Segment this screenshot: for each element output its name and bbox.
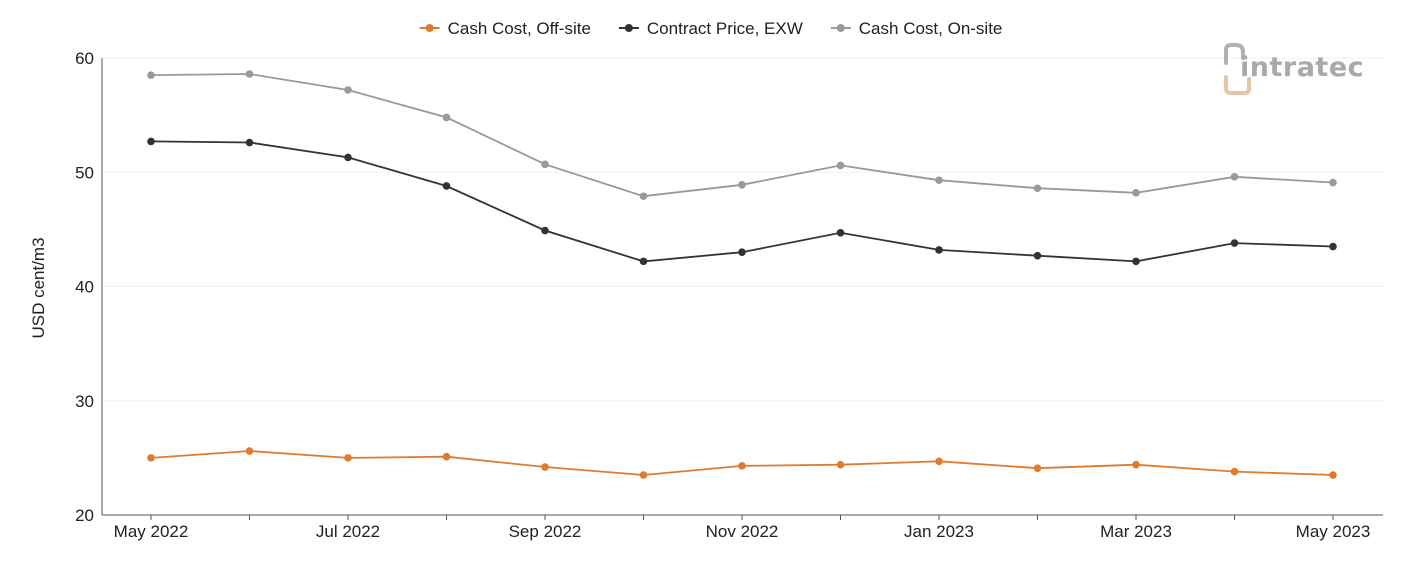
x-axis-ticks: May 2022 Jul 2022 Sep 2022 Nov 2022 Jan 2023… (114, 515, 1371, 541)
data-point[interactable] (442, 452, 451, 461)
data-point[interactable] (1132, 257, 1140, 266)
legend[interactable]: Cash Cost, Off-site Contract Price, EXW Ca… (419, 19, 1003, 38)
data-point[interactable] (344, 86, 352, 94)
y-tick-label: 40 (75, 278, 94, 297)
legend-item[interactable]: Contract Price, EXW (618, 19, 803, 38)
y-tick-label: 20 (75, 506, 94, 525)
y-tick-label: 50 (75, 163, 94, 182)
data-point[interactable] (738, 462, 746, 470)
data-point[interactable] (344, 153, 352, 162)
data-point[interactable] (442, 182, 451, 190)
legend-label: Contract Price, EXW (647, 19, 803, 38)
data-point[interactable] (1329, 242, 1337, 251)
series-line (150, 73, 1334, 198)
data-point[interactable] (836, 460, 845, 469)
data-point[interactable] (147, 71, 155, 79)
data-point[interactable] (935, 457, 943, 466)
x-tick-label: Jan 2023 (904, 522, 974, 541)
y-axis-ticks: 20 30 40 50 60 (75, 49, 94, 525)
data-point[interactable] (738, 248, 746, 257)
data-point[interactable] (344, 454, 352, 462)
data-point[interactable] (935, 246, 943, 254)
series-contract-price-exw (147, 137, 1337, 266)
data-point[interactable] (541, 226, 549, 235)
data-point[interactable] (836, 161, 845, 170)
intratec-logo: intratec (1224, 43, 1364, 95)
data-point[interactable] (1132, 460, 1140, 469)
series-layer (147, 70, 1337, 479)
data-point[interactable] (541, 463, 549, 471)
data-point[interactable] (1329, 471, 1337, 479)
series-cash-cost-on-site (147, 70, 1337, 201)
legend-dot-marker (425, 24, 434, 32)
data-point[interactable] (1132, 189, 1140, 197)
data-point[interactable] (1033, 184, 1042, 193)
x-tick-label: May 2022 (114, 522, 189, 541)
legend-dot-marker (624, 24, 633, 32)
data-point[interactable] (1230, 173, 1239, 181)
series-line (150, 140, 1334, 263)
gridlines (102, 57, 1383, 402)
x-tick-label: Sep 2022 (509, 522, 582, 541)
data-point[interactable] (1329, 178, 1337, 187)
legend-label: Cash Cost, Off-site (448, 19, 591, 38)
data-point[interactable] (147, 137, 155, 146)
y-axis-title: USD cent/m3 (29, 237, 48, 338)
y-tick-label: 60 (75, 49, 94, 68)
data-point[interactable] (738, 181, 746, 189)
data-point[interactable] (935, 176, 943, 185)
legend-label: Cash Cost, On-site (859, 19, 1003, 38)
logo-mark-icon (1224, 43, 1245, 65)
data-point[interactable] (245, 138, 254, 147)
legend-dot-marker (836, 24, 845, 32)
series-cash-cost-off-site (147, 447, 1337, 479)
data-point[interactable] (639, 192, 648, 201)
data-point[interactable] (245, 447, 254, 455)
data-point[interactable] (1033, 464, 1042, 472)
data-point[interactable] (1230, 239, 1239, 247)
data-point[interactable] (245, 70, 254, 78)
data-point[interactable] (541, 160, 549, 169)
data-point[interactable] (442, 113, 451, 122)
x-tick-label: Jul 2022 (316, 522, 380, 541)
data-point[interactable] (1033, 251, 1042, 260)
logo-accent-icon (1224, 75, 1251, 95)
x-tick-label: Mar 2023 (1100, 522, 1172, 541)
legend-item[interactable]: Cash Cost, On-site (830, 19, 1003, 38)
data-point[interactable] (1230, 467, 1239, 476)
legend-item[interactable]: Cash Cost, Off-site (419, 19, 591, 38)
data-point[interactable] (147, 454, 155, 462)
x-tick-label: Nov 2022 (706, 522, 779, 541)
data-point[interactable] (639, 257, 648, 266)
data-point[interactable] (836, 229, 845, 237)
y-tick-label: 30 (75, 392, 94, 411)
x-tick-label: May 2023 (1296, 522, 1371, 541)
data-point[interactable] (639, 471, 648, 479)
logo-text: intratec (1240, 52, 1364, 83)
